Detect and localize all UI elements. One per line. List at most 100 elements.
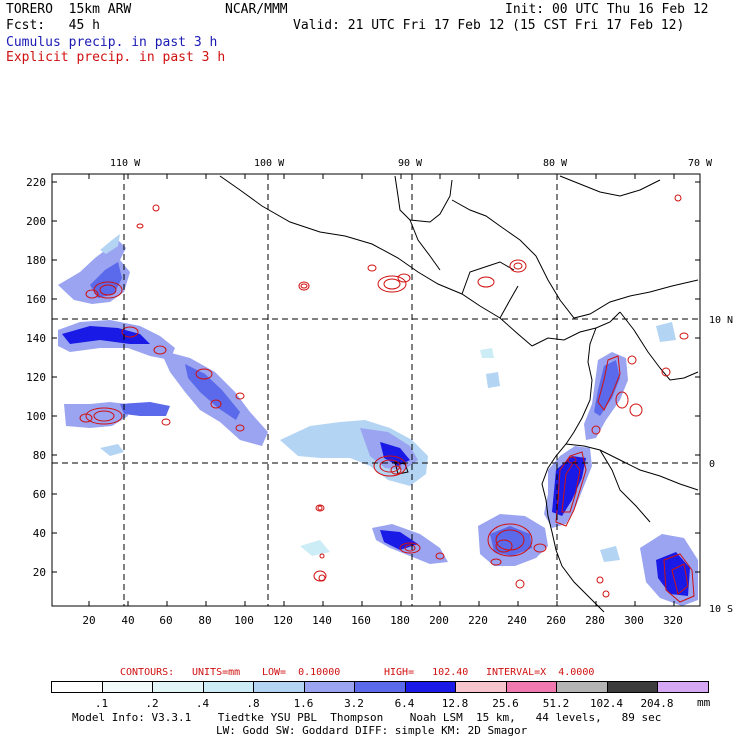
colorbar-swatch bbox=[354, 681, 406, 693]
axis-ticks bbox=[52, 174, 700, 606]
contour bbox=[663, 553, 695, 603]
precip-area bbox=[62, 326, 150, 344]
contour bbox=[602, 590, 610, 598]
colorbar-swatch bbox=[657, 681, 709, 693]
valid-time: Valid: 21 UTC Fri 17 Feb 12 (15 CST Fri … bbox=[293, 18, 685, 33]
contour bbox=[99, 284, 117, 296]
x-tick-labels: 20 40 60 80 100 120 140 160 180 200 220 … bbox=[82, 614, 683, 627]
precip-area bbox=[100, 444, 124, 456]
contour bbox=[93, 410, 115, 422]
contour bbox=[627, 355, 637, 365]
contour bbox=[300, 283, 308, 289]
y-tick-label: 20 bbox=[33, 566, 46, 579]
contour bbox=[235, 424, 245, 432]
colorbar-swatch bbox=[556, 681, 608, 693]
precip-area bbox=[90, 262, 122, 298]
contour bbox=[509, 259, 527, 273]
y-tick-label: 220 bbox=[26, 176, 46, 189]
contour bbox=[367, 264, 377, 272]
lon-labels: 110 W 100 W 90 W 80 W 70 W bbox=[110, 158, 713, 169]
y-tick-label: 40 bbox=[33, 527, 46, 540]
colorbar-label: 51.2 bbox=[542, 697, 570, 710]
precip-area bbox=[64, 402, 128, 428]
precip-area bbox=[552, 456, 586, 516]
contours-interval: INTERVAL=X 4.0000 bbox=[486, 667, 595, 678]
coastline-caribbean bbox=[451, 199, 699, 319]
precip-shading bbox=[58, 234, 698, 606]
contour bbox=[383, 278, 401, 290]
contour bbox=[313, 570, 327, 582]
x-tick-label: 160 bbox=[351, 614, 371, 627]
x-tick-label: 220 bbox=[468, 614, 488, 627]
colorbar-label: 102.4 bbox=[589, 697, 624, 710]
x-tick-label: 180 bbox=[390, 614, 410, 627]
contour bbox=[679, 332, 689, 340]
precip-area bbox=[594, 360, 620, 416]
contour bbox=[404, 544, 416, 552]
colorbar-label: .8 bbox=[246, 697, 260, 710]
x-tick-label: 260 bbox=[546, 614, 566, 627]
colorbar-swatch bbox=[51, 681, 103, 693]
contours-high: HIGH= 102.40 bbox=[384, 667, 469, 678]
init-time: Init: 00 UTC Thu 16 Feb 12 bbox=[505, 2, 709, 17]
lon-label: 90 W bbox=[398, 158, 423, 169]
lat-labels: 10 N 0 10 S bbox=[709, 315, 733, 615]
border-inland bbox=[461, 261, 515, 295]
x-tick-label: 200 bbox=[429, 614, 449, 627]
y-tick-label: 140 bbox=[26, 332, 46, 345]
colorbar-swatch bbox=[101, 681, 153, 693]
colorbar-label: 12.8 bbox=[441, 697, 469, 710]
y-tick-label: 200 bbox=[26, 215, 46, 228]
y-tick-label: 160 bbox=[26, 293, 46, 306]
x-tick-label: 120 bbox=[273, 614, 293, 627]
colorbar-swatch bbox=[202, 681, 254, 693]
x-tick-label: 300 bbox=[624, 614, 644, 627]
y-tick-labels: 220 200 180 160 140 120 100 80 60 40 20 bbox=[26, 176, 46, 579]
colorbar-label: 1.6 bbox=[293, 697, 314, 710]
contour bbox=[379, 459, 401, 473]
coastline-panama bbox=[531, 311, 621, 347]
contour bbox=[555, 451, 587, 527]
contour bbox=[397, 273, 411, 283]
contour bbox=[615, 391, 629, 409]
contour bbox=[661, 367, 671, 377]
model-name: TORERO 15km ARW bbox=[6, 2, 132, 17]
lat-label: 0 bbox=[709, 459, 715, 470]
contour bbox=[390, 465, 402, 475]
y-tick-label: 80 bbox=[33, 449, 46, 462]
contour bbox=[515, 579, 525, 589]
x-tick-label: 140 bbox=[312, 614, 332, 627]
coastline-colombia-pacific bbox=[541, 327, 605, 613]
contour bbox=[487, 523, 533, 557]
colorbar-label: .4 bbox=[195, 697, 210, 710]
coastlines bbox=[219, 175, 699, 613]
colorbar-label: 204.8 bbox=[640, 697, 674, 710]
colorbar-swatch bbox=[303, 681, 355, 693]
border-inland bbox=[499, 285, 519, 319]
contour bbox=[373, 455, 407, 477]
contour bbox=[210, 399, 222, 409]
precip-area bbox=[100, 234, 120, 254]
field-explicit-label: Explicit precip. in past 3 h bbox=[6, 50, 226, 65]
contour bbox=[136, 223, 144, 229]
y-tick-label: 180 bbox=[26, 254, 46, 267]
colorbar-swatch bbox=[253, 681, 305, 693]
colorbar-swatch bbox=[152, 681, 204, 693]
contour bbox=[85, 289, 99, 299]
contour bbox=[591, 425, 601, 435]
contour bbox=[490, 558, 502, 566]
contour bbox=[597, 355, 621, 411]
x-tick-label: 40 bbox=[121, 614, 134, 627]
border-inland bbox=[619, 311, 699, 381]
colorbar-label: .1 bbox=[94, 697, 109, 710]
lon-label: 100 W bbox=[254, 158, 285, 169]
x-tick-label: 80 bbox=[198, 614, 211, 627]
contour bbox=[315, 504, 325, 512]
contours-units: UNITS=mm bbox=[192, 667, 241, 678]
coastline-gulf bbox=[394, 175, 453, 223]
colorbar-swatch bbox=[404, 681, 456, 693]
x-tick-label: 100 bbox=[234, 614, 254, 627]
explicit-contours bbox=[79, 194, 695, 603]
contour bbox=[79, 413, 93, 423]
